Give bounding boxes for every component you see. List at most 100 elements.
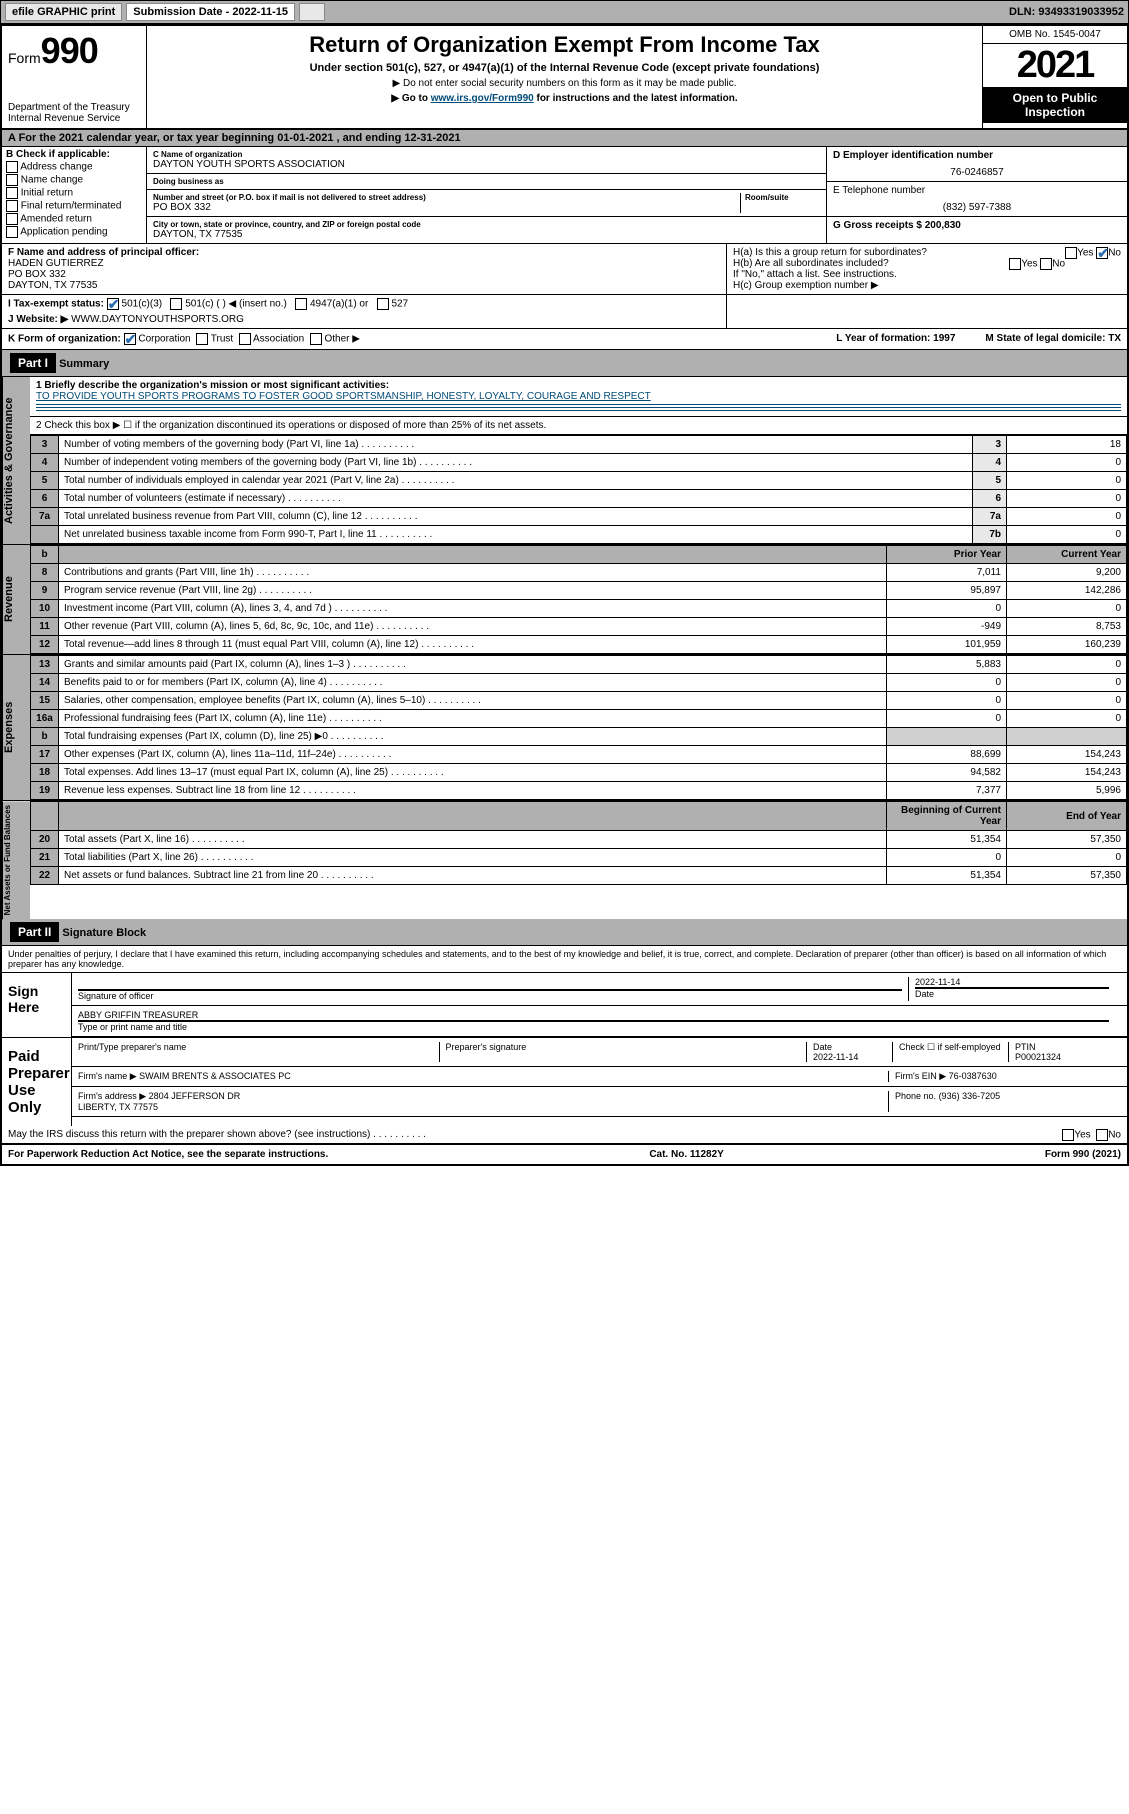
expenses-table: 13 Grants and similar amounts paid (Part… <box>30 655 1127 800</box>
omb-number: OMB No. 1545-0047 <box>983 26 1127 44</box>
efile-print-button[interactable]: efile GRAPHIC print <box>5 3 122 21</box>
line-val: 0 <box>1007 526 1127 544</box>
line-a-tax-year: A For the 2021 calendar year, or tax yea… <box>2 130 1127 147</box>
box-b-check: B Check if applicable: Address change Na… <box>2 147 147 243</box>
box-de: D Employer identification number 76-0246… <box>827 147 1127 243</box>
chk-501c[interactable] <box>170 298 182 310</box>
city-label: City or town, state or province, country… <box>153 220 820 229</box>
line-num: 6 <box>31 490 59 508</box>
type-name-label: Type or print name and title <box>78 1022 187 1032</box>
chk-app-pending[interactable]: Application pending <box>6 226 142 238</box>
prior-year-val: 7,011 <box>887 564 1007 582</box>
form-number: 990 <box>41 30 98 71</box>
irs-discuss-yes[interactable] <box>1062 1129 1074 1141</box>
current-year-val: 154,243 <box>1007 746 1127 764</box>
line-ref: 4 <box>973 454 1007 472</box>
current-year-val: 0 <box>1007 710 1127 728</box>
chk-address-change[interactable]: Address change <box>6 161 142 173</box>
line-num: 9 <box>31 582 59 600</box>
firm-addr-label: Firm's address ▶ <box>78 1091 146 1101</box>
chk-trust[interactable] <box>196 333 208 345</box>
chk-527[interactable] <box>377 298 389 310</box>
chk-amended[interactable]: Amended return <box>6 213 142 225</box>
chk-4947[interactable] <box>295 298 307 310</box>
line-num: 12 <box>31 636 59 654</box>
chk-final-return[interactable]: Final return/terminated <box>6 200 142 212</box>
revenue-table: bPrior YearCurrent Year 8 Contributions … <box>30 545 1127 654</box>
line-desc: Benefits paid to or for members (Part IX… <box>59 674 887 692</box>
prior-year-val: 0 <box>887 849 1007 867</box>
part1-header: Part I Summary <box>2 350 1127 377</box>
irs-discuss-no[interactable] <box>1096 1129 1108 1141</box>
line-num <box>31 526 59 544</box>
form-990: Form990 Department of the Treasury Inter… <box>0 24 1129 1166</box>
line-desc: Investment income (Part VIII, column (A)… <box>59 600 887 618</box>
ein-value: 76-0246857 <box>833 167 1121 178</box>
dln-label: DLN: 93493319033952 <box>1009 6 1124 18</box>
line-num: 4 <box>31 454 59 472</box>
paid-preparer-label: Paid Preparer Use Only <box>2 1038 72 1126</box>
officer-name: HADEN GUTIERREZ <box>8 258 104 269</box>
vtab-expenses: Expenses <box>2 655 30 800</box>
page-footer: For Paperwork Reduction Act Notice, see … <box>2 1144 1127 1164</box>
box-f-officer: F Name and address of principal officer:… <box>2 244 727 294</box>
blank-button[interactable] <box>299 3 325 21</box>
current-year-val: 57,350 <box>1007 867 1127 885</box>
hb-yes[interactable] <box>1009 258 1021 270</box>
line-desc: Total liabilities (Part X, line 26) <box>59 849 887 867</box>
prior-year-val: 7,377 <box>887 782 1007 800</box>
form-note-2: ▶ Go to www.irs.gov/Form990 for instruct… <box>155 93 974 104</box>
ein-label: D Employer identification number <box>833 150 993 161</box>
gross-receipts-label: G Gross receipts $ 200,830 <box>833 220 961 231</box>
line-ref: 6 <box>973 490 1007 508</box>
line-desc: Number of independent voting members of … <box>59 454 973 472</box>
prior-year-val: 95,897 <box>887 582 1007 600</box>
part2-title: Signature Block <box>62 927 146 939</box>
chk-corp[interactable] <box>124 333 136 345</box>
irs-link[interactable]: www.irs.gov/Form990 <box>431 93 534 104</box>
line-num: b <box>31 728 59 746</box>
line-ref: 7b <box>973 526 1007 544</box>
chk-initial-return[interactable]: Initial return <box>6 187 142 199</box>
prep-name-label: Print/Type preparer's name <box>78 1042 186 1052</box>
line-val: 0 <box>1007 454 1127 472</box>
dba-label: Doing business as <box>153 177 820 186</box>
addr-label: Number and street (or P.O. box if mail i… <box>153 193 740 202</box>
room-label: Room/suite <box>745 193 820 202</box>
hb-no[interactable] <box>1040 258 1052 270</box>
line-val: 0 <box>1007 472 1127 490</box>
chk-other[interactable] <box>310 333 322 345</box>
chk-assoc[interactable] <box>239 333 251 345</box>
chk-name-change[interactable]: Name change <box>6 174 142 186</box>
form-title: Return of Organization Exempt From Incom… <box>155 32 974 58</box>
line-desc: Number of voting members of the governin… <box>59 436 973 454</box>
firm-ein-value: 76-0387630 <box>949 1071 997 1081</box>
line-desc: Total unrelated business revenue from Pa… <box>59 508 973 526</box>
chk-501c3[interactable] <box>107 298 119 310</box>
phone-value: (832) 597-7388 <box>833 202 1121 213</box>
self-employed-check[interactable]: Check ☐ if self-employed <box>899 1042 1001 1052</box>
gross-receipts-value: 200,830 <box>925 220 961 231</box>
ha-no[interactable] <box>1096 247 1108 259</box>
footer-mid: Cat. No. 11282Y <box>649 1149 723 1160</box>
prior-year-val: 0 <box>887 710 1007 728</box>
line-desc: Contributions and grants (Part VIII, lin… <box>59 564 887 582</box>
current-year-val: 0 <box>1007 692 1127 710</box>
current-year-val: 160,239 <box>1007 636 1127 654</box>
footer-left: For Paperwork Reduction Act Notice, see … <box>8 1149 328 1160</box>
org-name-label: C Name of organization <box>153 150 820 159</box>
prior-year-val: 51,354 <box>887 831 1007 849</box>
box-c-org: C Name of organization DAYTON YOUTH SPOR… <box>147 147 827 243</box>
ha-yes[interactable] <box>1065 247 1077 259</box>
row-k: K Form of organization: Corporation Trus… <box>2 329 1127 350</box>
prep-sig-label: Preparer's signature <box>446 1042 527 1052</box>
line-ref: 3 <box>973 436 1007 454</box>
addr-value: PO BOX 332 <box>153 202 740 213</box>
sig-date-value: 2022-11-14 <box>915 977 1109 987</box>
box-h-cont <box>727 295 1127 328</box>
line-ref: 5 <box>973 472 1007 490</box>
tax-status-label: I Tax-exempt status: <box>8 299 104 310</box>
tax-year: 2021 <box>983 44 1127 87</box>
prior-year-val: 0 <box>887 692 1007 710</box>
current-year-val: 0 <box>1007 656 1127 674</box>
